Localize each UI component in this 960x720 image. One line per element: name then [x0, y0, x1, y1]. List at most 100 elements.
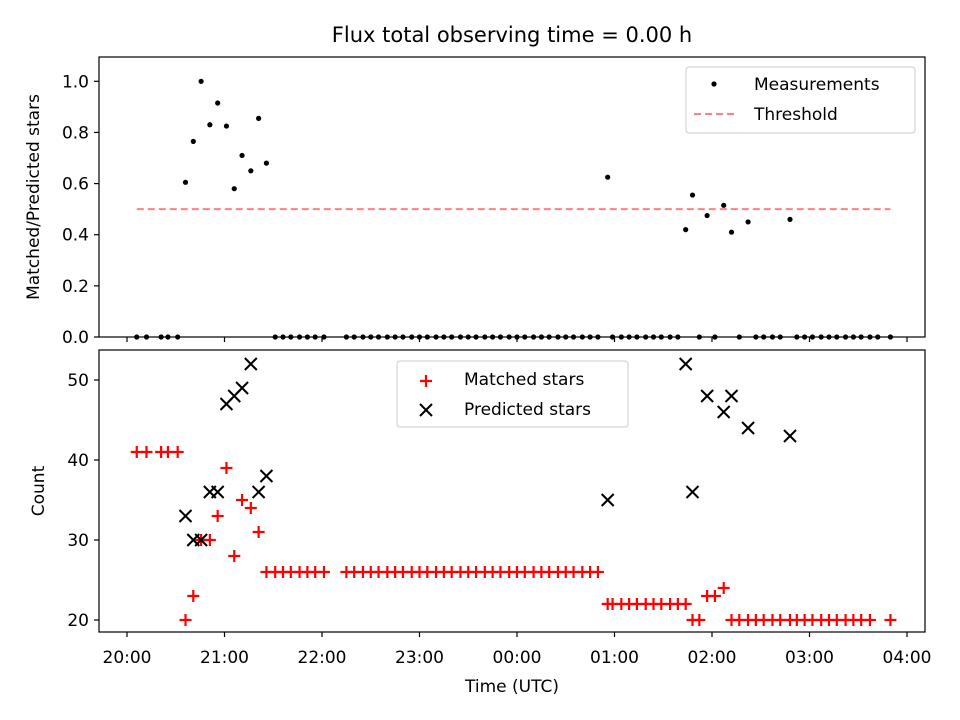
measurement-point [570, 334, 577, 340]
predicted-star-point [600, 493, 615, 507]
measurement-point [384, 334, 390, 340]
matched-star-point [591, 566, 604, 578]
bottom-ytick-label: 20 [67, 611, 89, 631]
measurement-point [165, 334, 171, 340]
measurement-point [745, 219, 751, 225]
measurement-point [416, 334, 423, 340]
measurement-point [704, 212, 710, 219]
predicted-star-point [741, 421, 755, 435]
measurement-point [304, 334, 310, 340]
bottom-ylabel: Count [29, 465, 49, 516]
legend-predicted-label: Predicted stars [464, 400, 591, 420]
x-tick-label: 02:00 [688, 648, 737, 668]
measurement-point [887, 334, 894, 340]
x-tick-label: 22:00 [298, 648, 347, 668]
measurement-point [321, 334, 327, 340]
predicted-star-point [244, 357, 258, 371]
bottom-legend-box [396, 360, 629, 428]
measurement-point [182, 179, 189, 185]
measurement-point [272, 334, 278, 340]
measurement-point [490, 334, 496, 340]
predicted-star-point [251, 485, 266, 499]
bottom-ytick-label: 40 [67, 451, 89, 471]
bottom-ytick-label: 50 [67, 371, 89, 391]
measurement-point [473, 334, 479, 340]
measurement-point [288, 334, 294, 340]
measurement-point [457, 334, 464, 340]
measurement-point [360, 334, 366, 340]
x-tick-label: 00:00 [493, 648, 542, 668]
measurement-point [609, 334, 616, 340]
matched-star-point [220, 462, 233, 474]
measurement-point [215, 100, 221, 106]
measurement-point [263, 160, 270, 166]
measurement-point [190, 138, 196, 144]
measurement-point [375, 334, 382, 340]
measurement-point [248, 168, 254, 174]
top-ytick-label: 0.6 [62, 175, 89, 195]
predicted-star-point [210, 485, 225, 499]
top-marks [134, 78, 894, 340]
top-axes-frame [98, 56, 926, 338]
predicted-star-point [716, 405, 731, 419]
measurement-point [802, 334, 808, 340]
figure-title: Flux total observing time = 0.00 h [332, 23, 692, 47]
measurement-point [312, 334, 318, 340]
measurement-point [818, 334, 824, 340]
measurement-point [441, 334, 447, 340]
matched-star-point [228, 550, 241, 562]
x-tick-label: 01:00 [590, 648, 639, 668]
bottom-panel: Count 20 30 40 50 20:00 21:00 22:00 23:00 00:00… [29, 349, 932, 668]
measurement-point [777, 334, 783, 340]
matched-star-point [187, 590, 200, 602]
measurement-point [721, 202, 727, 208]
measurement-point [506, 334, 512, 340]
measurement-point [689, 192, 696, 198]
measurement-point [683, 227, 689, 233]
bottom-y-ticks: 20 30 40 50 [67, 371, 99, 631]
top-legend: Measurements Threshold [685, 66, 916, 134]
predicted-star-point [783, 429, 797, 443]
matched-star-point [708, 590, 721, 602]
measurement-point [449, 334, 455, 340]
measurement-point [643, 334, 649, 340]
top-ytick-label: 0.0 [62, 328, 89, 348]
measurement-point [626, 334, 632, 340]
matched-star-point [693, 614, 706, 626]
measurement-point [134, 334, 140, 340]
measurement-point [761, 334, 767, 340]
legend-matched-marker [420, 375, 432, 387]
legend-measurements-label: Measurements [754, 75, 880, 95]
measurement-point [675, 334, 681, 340]
measurement-point [546, 334, 552, 340]
legend-threshold-label: Threshold [753, 105, 838, 125]
measurement-point [433, 334, 439, 340]
predicted-star-point [235, 381, 249, 395]
measurement-point [400, 334, 406, 340]
measurement-point [850, 334, 856, 340]
measurement-point [794, 334, 800, 340]
bottom-legend: Matched stars Predicted stars [396, 360, 629, 428]
matched-star-point [244, 502, 257, 514]
matched-star-point [884, 614, 897, 626]
measurement-point [809, 334, 816, 340]
measurement-point [424, 334, 430, 340]
measurement-point [555, 334, 561, 340]
measurement-point [842, 334, 849, 340]
measurement-point [175, 334, 181, 340]
x-tick-label: 04:00 [883, 648, 932, 668]
top-ytick-label: 1.0 [62, 72, 89, 92]
measurement-point [296, 334, 303, 340]
measurement-point [409, 334, 415, 340]
measurement-point [256, 115, 262, 121]
measurement-point [465, 334, 471, 340]
measurement-point [696, 334, 702, 340]
measurement-point [787, 216, 793, 222]
legend-matched-label: Matched stars [464, 370, 584, 390]
matched-star-point [717, 582, 730, 594]
measurement-point [650, 334, 657, 340]
measurement-point [753, 334, 759, 340]
matched-star-point [171, 446, 184, 458]
top-ytick-label: 0.8 [62, 123, 89, 143]
predicted-star-point [678, 357, 693, 371]
